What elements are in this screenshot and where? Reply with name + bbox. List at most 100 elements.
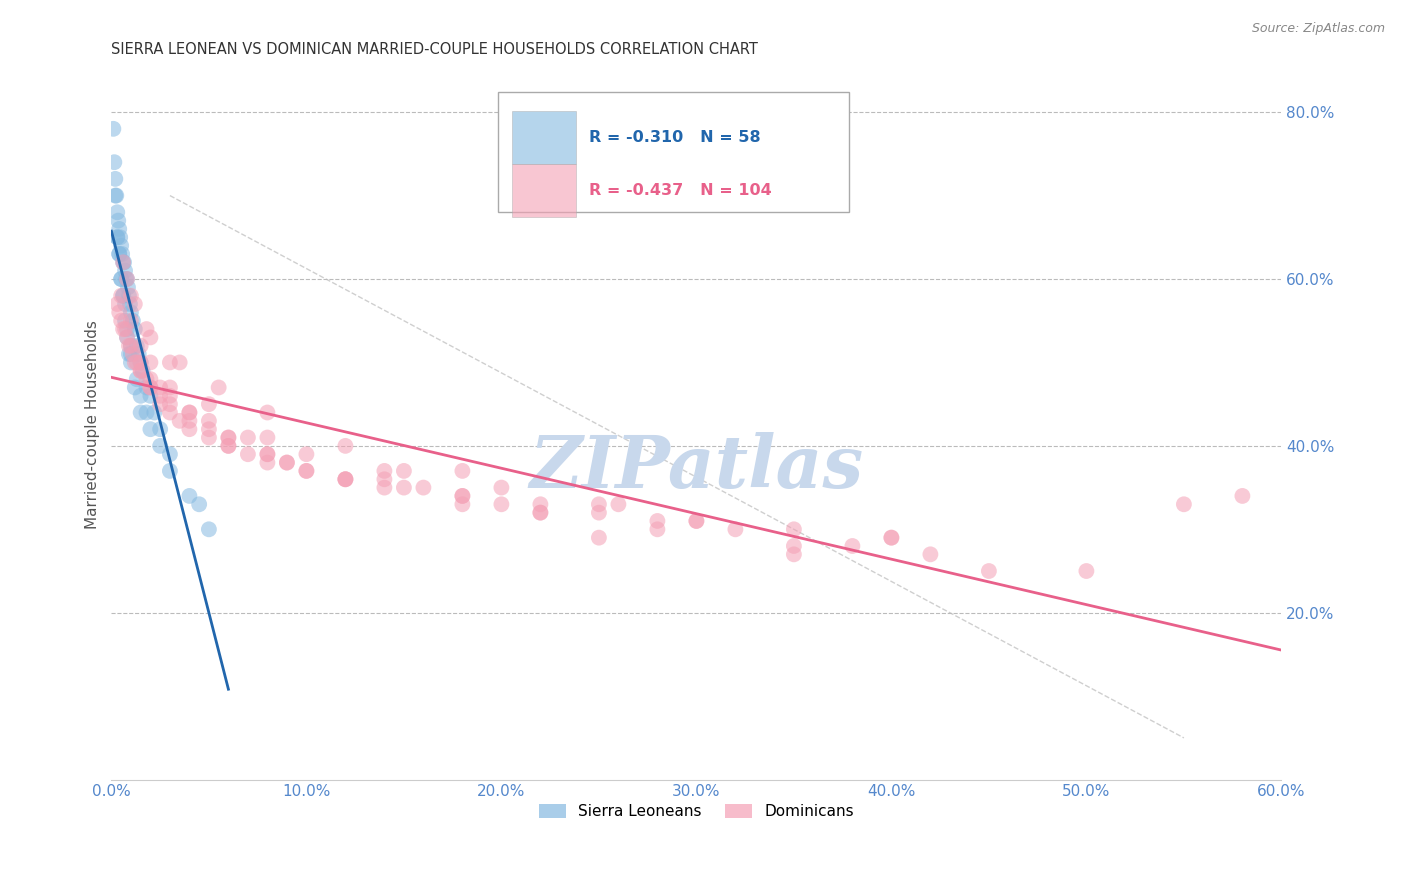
Point bbox=[121, 314, 143, 328]
Point bbox=[115, 272, 138, 286]
Point bbox=[114, 322, 136, 336]
Point bbox=[159, 405, 181, 419]
Text: R = -0.310   N = 58: R = -0.310 N = 58 bbox=[589, 130, 761, 145]
Point bbox=[451, 489, 474, 503]
Point bbox=[607, 497, 630, 511]
Point bbox=[139, 355, 162, 369]
Point bbox=[124, 380, 146, 394]
Point bbox=[120, 305, 142, 319]
Point bbox=[529, 497, 551, 511]
Point bbox=[135, 405, 157, 419]
Point bbox=[198, 431, 221, 445]
Point bbox=[179, 489, 201, 503]
Text: ZIPatlas: ZIPatlas bbox=[529, 432, 863, 503]
Point bbox=[256, 405, 278, 419]
Point bbox=[105, 230, 128, 244]
Point bbox=[198, 414, 221, 428]
FancyBboxPatch shape bbox=[512, 164, 576, 217]
Point bbox=[108, 222, 131, 236]
Point bbox=[179, 405, 201, 419]
Point bbox=[149, 389, 172, 403]
Point bbox=[135, 380, 157, 394]
Point bbox=[107, 213, 129, 227]
Point bbox=[159, 389, 181, 403]
Point bbox=[108, 305, 131, 319]
Point bbox=[129, 389, 152, 403]
Point bbox=[1232, 489, 1254, 503]
Point bbox=[256, 456, 278, 470]
Point bbox=[179, 422, 201, 436]
Point bbox=[124, 297, 146, 311]
Point bbox=[1173, 497, 1195, 511]
Point bbox=[110, 314, 132, 328]
Point bbox=[373, 464, 395, 478]
Point bbox=[588, 531, 610, 545]
Point bbox=[114, 263, 136, 277]
Point bbox=[588, 506, 610, 520]
Point bbox=[105, 230, 128, 244]
Point bbox=[139, 422, 162, 436]
Point bbox=[217, 431, 239, 445]
Point bbox=[236, 431, 259, 445]
Point bbox=[125, 339, 148, 353]
Point bbox=[783, 522, 806, 536]
Point bbox=[120, 288, 142, 302]
Point bbox=[491, 481, 513, 495]
Point bbox=[129, 364, 152, 378]
Point bbox=[198, 422, 221, 436]
Point bbox=[108, 230, 131, 244]
Point bbox=[110, 272, 132, 286]
Point bbox=[276, 456, 298, 470]
Point bbox=[1076, 564, 1098, 578]
Point bbox=[118, 288, 141, 302]
Point bbox=[159, 397, 181, 411]
Point bbox=[256, 447, 278, 461]
Point bbox=[115, 322, 138, 336]
Point bbox=[217, 431, 239, 445]
Point bbox=[179, 405, 201, 419]
Point bbox=[647, 522, 669, 536]
Point bbox=[373, 472, 395, 486]
Point bbox=[139, 372, 162, 386]
Point bbox=[128, 347, 150, 361]
Point bbox=[256, 447, 278, 461]
Point bbox=[112, 288, 135, 302]
Point bbox=[135, 372, 157, 386]
Point bbox=[159, 464, 181, 478]
Point bbox=[105, 188, 128, 202]
Point bbox=[120, 339, 142, 353]
Point bbox=[104, 172, 127, 186]
Point bbox=[295, 464, 318, 478]
Point bbox=[392, 481, 415, 495]
Point bbox=[110, 272, 132, 286]
Point bbox=[131, 364, 153, 378]
Point bbox=[118, 347, 141, 361]
Point bbox=[217, 439, 239, 453]
Point bbox=[295, 447, 318, 461]
Point bbox=[335, 472, 357, 486]
Point bbox=[108, 247, 131, 261]
Point bbox=[129, 405, 152, 419]
Point bbox=[115, 272, 138, 286]
Point bbox=[110, 288, 132, 302]
Point bbox=[111, 247, 134, 261]
Point bbox=[373, 481, 395, 495]
Point bbox=[880, 531, 903, 545]
Point bbox=[115, 272, 138, 286]
Point bbox=[124, 355, 146, 369]
Point bbox=[117, 280, 139, 294]
Point bbox=[529, 506, 551, 520]
Point bbox=[121, 347, 143, 361]
Point bbox=[143, 405, 166, 419]
Point bbox=[115, 330, 138, 344]
Point bbox=[105, 205, 128, 219]
Point bbox=[120, 355, 142, 369]
Point bbox=[139, 380, 162, 394]
Legend: Sierra Leoneans, Dominicans: Sierra Leoneans, Dominicans bbox=[533, 797, 860, 825]
Point bbox=[685, 514, 707, 528]
Point bbox=[529, 506, 551, 520]
Point bbox=[139, 380, 162, 394]
Point bbox=[159, 355, 181, 369]
Point bbox=[198, 522, 221, 536]
Point bbox=[112, 255, 135, 269]
